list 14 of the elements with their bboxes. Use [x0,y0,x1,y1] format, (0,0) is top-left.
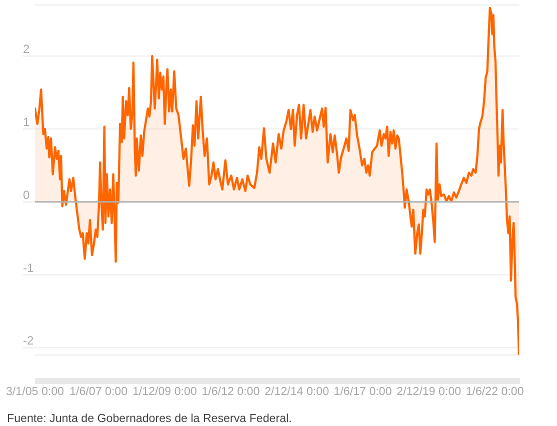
x-tick-label: 1/6/07 0:00 [70,385,128,398]
y-tick-label: 1 [23,114,30,129]
x-tick-label: 1/6/22 0:00 [466,385,524,398]
x-tick-label: 1/6/12 0:00 [202,385,260,398]
x-tick-label: 2/12/14 0:00 [264,385,330,398]
x-tick-label: 2/12/19 0:00 [396,385,462,398]
y-tick-label: -2 [23,334,34,348]
y-tick-label: -1 [23,260,34,275]
y-tick-label: 0 [23,188,30,202]
y-tick-label: 2 [23,42,30,56]
x-tick-label: 1/6/17 0:00 [334,385,392,398]
x-tick-label: 3/1/05 0:00 [6,385,64,398]
source-note: Fuente: Junta de Gobernadores de la Reserva Federal. [7,411,292,426]
x-tick-label: 1/12/09 0:00 [132,385,197,398]
